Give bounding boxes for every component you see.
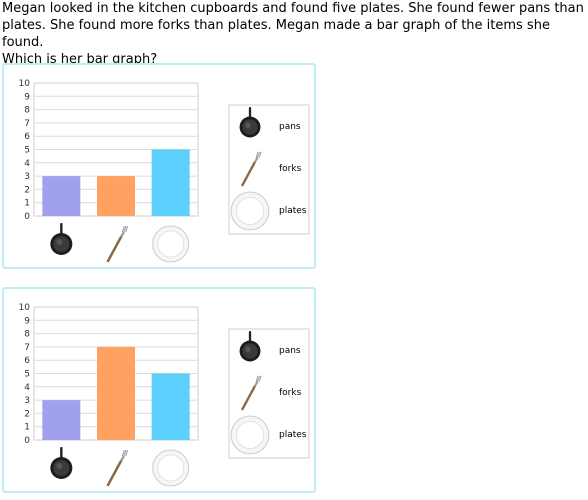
y-tick-label: 0 xyxy=(24,436,30,446)
x-axis-pan-icon xyxy=(50,223,73,255)
y-tick-label: 0 xyxy=(24,212,30,222)
y-tick-label: 6 xyxy=(24,356,30,366)
legend-label-forks: forks xyxy=(279,388,302,398)
y-tick-label: 1 xyxy=(24,199,30,209)
y-tick-label: 10 xyxy=(19,79,31,89)
y-tick-label: 2 xyxy=(24,409,30,419)
x-axis-pan-icon xyxy=(50,447,73,479)
legend-plate-icon xyxy=(230,191,270,231)
question-text: Megan looked in the kitchen cupboards an… xyxy=(2,1,584,67)
y-tick-label: 5 xyxy=(24,370,30,380)
x-axis-fork-icon xyxy=(106,449,129,487)
legend-fork-icon xyxy=(241,151,262,187)
y-tick-label: 3 xyxy=(24,172,30,182)
y-tick-label: 1 xyxy=(24,423,30,433)
y-tick-label: 4 xyxy=(24,383,30,393)
y-tick-label: 6 xyxy=(24,132,30,142)
legend-pan-icon xyxy=(239,331,261,362)
y-tick-label: 7 xyxy=(24,343,30,353)
legend-label-forks: forks xyxy=(279,164,302,174)
bar-forks xyxy=(97,176,135,216)
x-axis-plate-icon xyxy=(152,225,190,263)
legend-pan-icon xyxy=(239,107,261,138)
legend-plate-icon xyxy=(230,415,270,455)
legend-label-pans: pans xyxy=(279,122,301,132)
legend-label-pans: pans xyxy=(279,346,301,356)
answer-option-2[interactable]: 0 1 2 3 4 5 6 7 8 9 10 pans forks plates xyxy=(2,287,316,493)
answer-option-1[interactable]: 0 1 2 3 4 5 6 7 8 9 10 pans forks plates xyxy=(2,63,316,269)
x-axis-plate-icon xyxy=(152,449,190,487)
y-tick-label: 2 xyxy=(24,185,30,195)
y-tick-label: 9 xyxy=(24,316,30,326)
y-tick-label: 4 xyxy=(24,159,30,169)
bar-pans xyxy=(42,176,81,216)
bar-plates xyxy=(151,149,190,216)
bar-plates xyxy=(151,373,190,440)
y-tick-label: 9 xyxy=(24,92,30,102)
bar-chart-2: 0 1 2 3 4 5 6 7 8 9 10 pans forks plates xyxy=(19,303,310,487)
y-tick-label: 8 xyxy=(24,106,30,116)
bar-chart-1: 0 1 2 3 4 5 6 7 8 9 10 pans forks plates xyxy=(19,79,310,263)
legend-fork-icon xyxy=(241,375,262,411)
bar-pans xyxy=(42,400,81,440)
y-tick-label: 5 xyxy=(24,146,30,156)
y-tick-label: 7 xyxy=(24,119,30,129)
y-tick-label: 10 xyxy=(19,303,31,313)
legend-label-plates: plates xyxy=(279,430,307,440)
x-axis-fork-icon xyxy=(106,225,129,263)
legend-label-plates: plates xyxy=(279,206,307,216)
y-tick-label: 8 xyxy=(24,330,30,340)
bar-forks xyxy=(97,346,135,440)
y-tick-label: 3 xyxy=(24,396,30,406)
